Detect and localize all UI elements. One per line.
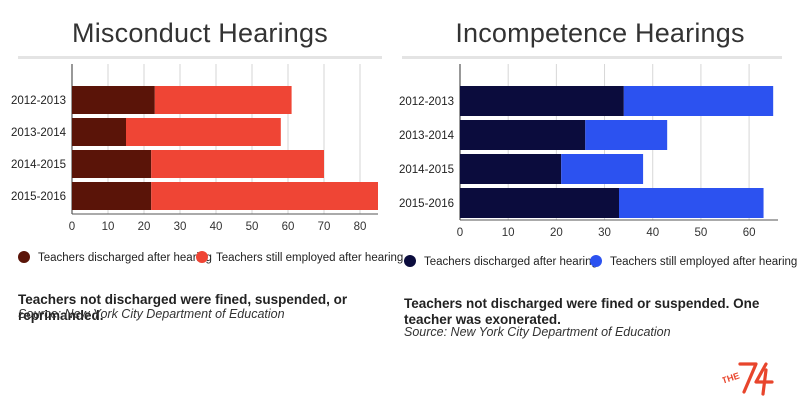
bar-segment-discharged (72, 86, 155, 114)
incompetence-note: Teachers not discharged were fined or su… (404, 296, 760, 327)
misconduct-note: Teachers not discharged were fined, susp… (18, 292, 348, 323)
x-tick-label: 60 (743, 227, 756, 239)
misconduct-chart-title: Misconduct Hearings (72, 18, 328, 48)
y-category-label: 2014-2015 (399, 164, 454, 176)
x-tick-label: 80 (354, 221, 367, 233)
misconduct-source: Source: New York City Department of Educ… (18, 307, 285, 321)
legend-swatch-discharged (404, 255, 416, 267)
y-category-label: 2014-2015 (11, 159, 66, 171)
incompetence-legend: Teachers discharged after hearing Teache… (404, 255, 798, 274)
x-tick-label: 40 (646, 227, 659, 239)
x-tick-label: 60 (282, 221, 295, 233)
incompetence-chart: 0 10 20 30 40 50 60 2012-2013 2013-2014 2014-2015… (399, 64, 778, 239)
bar-segment-still-employed (151, 182, 378, 210)
bar-segment-still-employed (126, 118, 281, 146)
bar-segment-discharged (460, 188, 619, 218)
bar-segment-still-employed (561, 154, 644, 184)
y-category-label: 2012-2013 (399, 96, 454, 108)
x-tick-label: 50 (695, 227, 708, 239)
incompetence-panel: Incompetence Hearings 0 10 20 30 40 50 60 2012-… (399, 0, 800, 410)
x-tick-label: 10 (102, 221, 115, 233)
misconduct-panel: Misconduct Hearings 0 10 20 30 40 50 60 70 80 201… (11, 18, 403, 323)
legend-swatch-still-employed (590, 255, 602, 267)
y-category-label: 2013-2014 (399, 130, 455, 142)
x-tick-label: 0 (69, 221, 75, 233)
bar-segment-still-employed (623, 86, 774, 116)
legend-label-discharged: Teachers discharged after hearing (424, 256, 598, 269)
x-tick-label: 30 (598, 227, 611, 239)
misconduct-chart: 0 10 20 30 40 50 60 70 80 2012-2013 2013-2014 2014-… (11, 64, 378, 233)
y-category-label: 2013-2014 (11, 127, 67, 139)
x-tick-label: 0 (457, 227, 463, 239)
x-tick-label: 50 (246, 221, 259, 233)
bar-segment-discharged (460, 120, 586, 150)
x-tick-label: 70 (318, 221, 331, 233)
logo-the-text: THE (722, 371, 741, 386)
x-tick-label: 20 (550, 227, 563, 239)
legend-swatch-discharged (18, 251, 30, 263)
misconduct-legend: Teachers discharged after hearing Teache… (18, 251, 403, 270)
y-category-label: 2012-2013 (11, 95, 66, 107)
y-category-label: 2015-2016 (399, 198, 454, 210)
bar-segment-discharged (460, 86, 624, 116)
bar-segment-discharged (72, 118, 126, 146)
x-tick-label: 10 (502, 227, 515, 239)
bar-segment-discharged (460, 154, 562, 184)
incompetence-chart-title: Incompetence Hearings (455, 18, 745, 48)
y-category-label: 2015-2016 (11, 191, 66, 203)
bar-segment-still-employed (154, 86, 292, 114)
legend-label-still-employed: Teachers still employed after hearing (216, 252, 404, 265)
legend-item-discharged: Teachers discharged after hearing (18, 251, 212, 265)
legend-item-still-employed: Teachers still employed after hearing (590, 255, 798, 269)
bar-segment-still-employed (585, 120, 668, 150)
legend-swatch-still-employed (196, 251, 208, 263)
bar-segment-still-employed (619, 188, 764, 218)
legend-item-still-employed: Teachers still employed after hearing (196, 251, 404, 265)
x-tick-label: 20 (138, 221, 151, 233)
incompetence-title-divider (402, 56, 782, 59)
incompetence-source: Source: New York City Department of Educ… (404, 325, 671, 339)
legend-label-discharged: Teachers discharged after hearing (38, 252, 212, 265)
legend-label-still-employed: Teachers still employed after hearing (610, 256, 798, 269)
logo-four-stroke (754, 362, 774, 396)
x-tick-label: 30 (174, 221, 187, 233)
legend-item-discharged: Teachers discharged after hearing (404, 255, 598, 269)
logo-seven-stroke (738, 362, 758, 394)
x-tick-label: 40 (210, 221, 223, 233)
bar-segment-still-employed (151, 150, 324, 178)
bar-segment-discharged (72, 182, 152, 210)
misconduct-title-divider (18, 56, 382, 59)
the74-logo: THE (722, 362, 774, 396)
bar-segment-discharged (72, 150, 152, 178)
